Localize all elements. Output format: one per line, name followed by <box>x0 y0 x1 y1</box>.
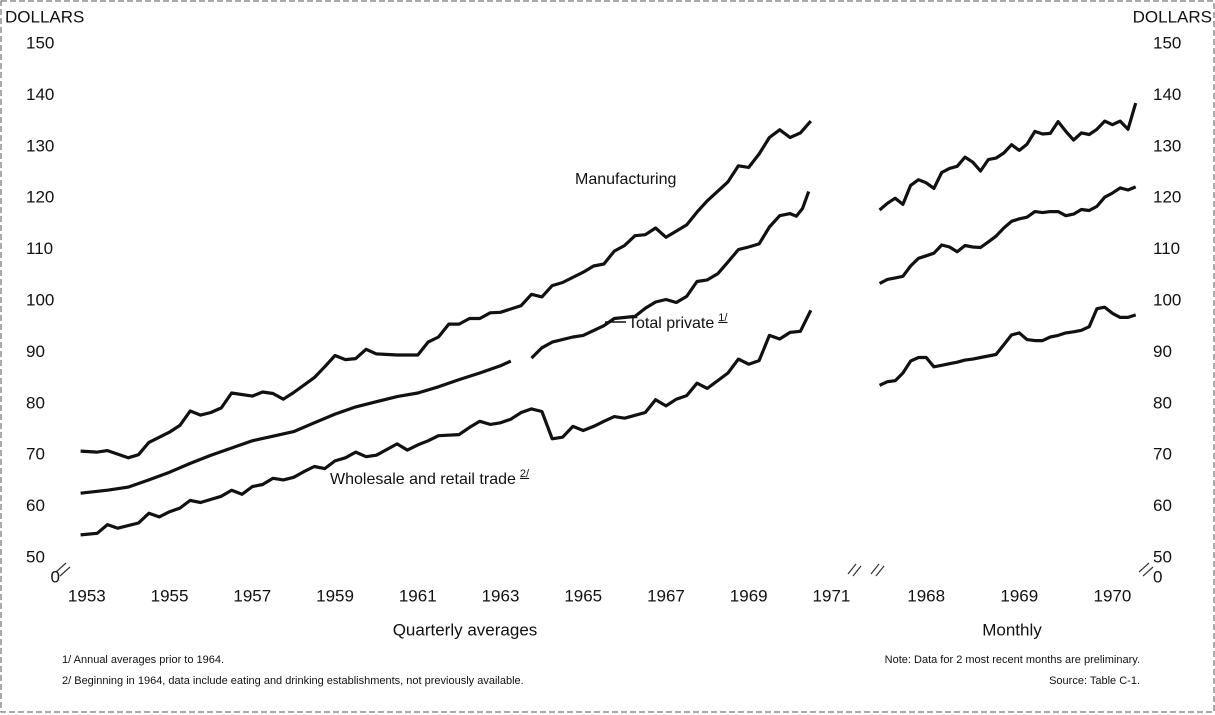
y-tick-label: 70 <box>26 445 45 464</box>
y-tick-label: 80 <box>26 393 45 412</box>
x-tick-label: 1955 <box>151 586 189 605</box>
y-tick-label: 110 <box>26 239 53 258</box>
y-tick-label: 90 <box>1153 342 1172 361</box>
x-tick-label: 1970 <box>1094 586 1132 605</box>
y-break-label: 0 <box>51 567 60 586</box>
y-tick-label: 50 <box>1153 547 1172 566</box>
footnote-marker: 2/ <box>520 468 530 480</box>
x-tick-label: 1959 <box>316 586 354 605</box>
series-line <box>80 120 813 460</box>
footnote: 1/ Annual averages prior to 1964. <box>62 654 224 666</box>
y-tick-label: 100 <box>1153 290 1181 309</box>
series-line <box>878 305 1137 387</box>
y-tick-label: 150 <box>1153 33 1181 52</box>
series-line <box>80 190 811 495</box>
series-label: Wholesale and retail trade <box>330 471 516 488</box>
x-tick-label: 1953 <box>68 586 106 605</box>
x-tick-label: 1969 <box>730 586 768 605</box>
y-tick-label: 50 <box>26 547 45 566</box>
y-tick-label: 110 <box>1153 239 1180 258</box>
series-line <box>878 185 1137 285</box>
x-tick-label: 1971 <box>813 586 851 605</box>
series-label: Manufacturing <box>575 171 676 188</box>
y-tick-label: 130 <box>26 136 54 155</box>
series-line <box>878 102 1138 212</box>
y-tick-label: 140 <box>1153 85 1181 104</box>
footnote-marker: 1/ <box>718 312 728 324</box>
y-tick-label: 130 <box>1153 136 1181 155</box>
x-axis-label: Quarterly averages <box>393 620 538 639</box>
y-tick-label: 90 <box>26 342 45 361</box>
y-tick-label: 120 <box>1153 188 1181 207</box>
y-tick-label: 60 <box>26 496 45 515</box>
x-tick-label: 1967 <box>647 586 685 605</box>
axis-breaks <box>55 562 1154 577</box>
y-tick-label: 100 <box>26 290 54 309</box>
series-label: Total private <box>628 315 714 332</box>
x-tick-label: 1965 <box>564 586 602 605</box>
y-axis-label: DOLLARS <box>5 7 84 26</box>
x-tick-label: 1963 <box>482 586 520 605</box>
x-tick-label: 1961 <box>399 586 437 605</box>
series-line <box>80 309 813 537</box>
y-tick-label: 80 <box>1153 393 1172 412</box>
y-tick-label: 140 <box>26 85 54 104</box>
y-axis-label: DOLLARS <box>1133 7 1212 26</box>
y-tick-label: 70 <box>1153 445 1172 464</box>
footnote: 2/ Beginning in 1964, data include eatin… <box>62 675 524 687</box>
footnote: Note: Data for 2 most recent months are … <box>885 654 1140 666</box>
y-break-label: 0 <box>1153 567 1162 586</box>
y-tick-label: 150 <box>26 33 54 52</box>
x-tick-label: 1968 <box>907 586 945 605</box>
footnote: Source: Table C-1. <box>1049 675 1140 687</box>
x-tick-label: 1957 <box>233 586 271 605</box>
x-tick-label: 1969 <box>1000 586 1038 605</box>
x-axis-label: Monthly <box>982 620 1042 639</box>
y-tick-label: 120 <box>26 188 54 207</box>
y-tick-label: 60 <box>1153 496 1172 515</box>
